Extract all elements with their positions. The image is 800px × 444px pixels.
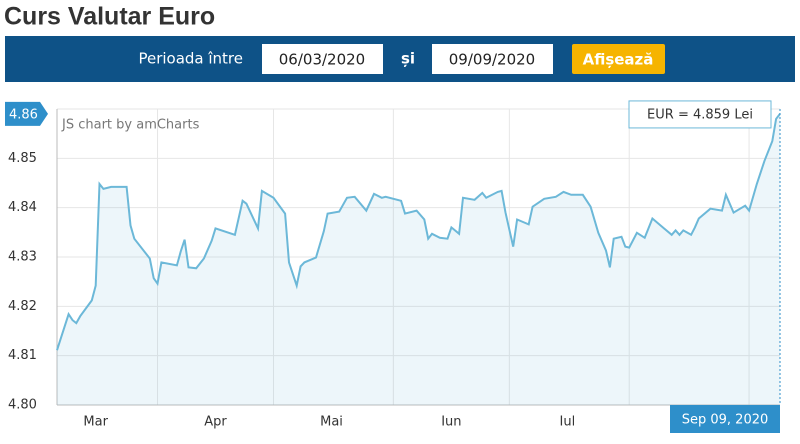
x-tick-label: Mai bbox=[320, 415, 343, 430]
y-tick-label: 4.83 bbox=[8, 250, 37, 265]
y-tick-label: 4.84 bbox=[8, 200, 37, 215]
y-tick-label: 4.80 bbox=[8, 398, 37, 413]
cursor-date-label: Sep 09, 2020 bbox=[682, 413, 769, 428]
page-title: Curs Valutar Euro bbox=[4, 3, 215, 31]
credit: JS chart by amCharts bbox=[61, 118, 200, 133]
y-tick-label: 4.81 bbox=[8, 348, 37, 363]
to-value: 09/09/2020 bbox=[449, 51, 535, 69]
x-tick-label: Iun bbox=[441, 415, 461, 430]
show-button[interactable] bbox=[572, 44, 665, 74]
to-input[interactable] bbox=[432, 44, 553, 74]
area bbox=[57, 113, 780, 406]
x-tick-label: Iul bbox=[560, 415, 576, 430]
cursor-y-box bbox=[5, 101, 48, 126]
line bbox=[56, 113, 781, 351]
balloon bbox=[628, 100, 772, 129]
from-input[interactable] bbox=[262, 44, 383, 74]
x-tick-label: Mar bbox=[83, 415, 108, 430]
from-value: 06/03/2020 bbox=[279, 51, 365, 69]
period-label: Perioada între bbox=[138, 50, 243, 68]
y-tick-label: 4.82 bbox=[8, 299, 37, 314]
and-label: și bbox=[401, 50, 415, 68]
x-tick-label: Apr bbox=[204, 415, 227, 430]
cursor-date-box bbox=[670, 405, 780, 433]
cursor-y-label: 4.86 bbox=[9, 107, 38, 122]
balloon-label: EUR = 4.859 Lei bbox=[647, 107, 753, 122]
y-tick-label: 4.85 bbox=[8, 151, 37, 166]
show-button-label: Afișează bbox=[583, 51, 654, 69]
